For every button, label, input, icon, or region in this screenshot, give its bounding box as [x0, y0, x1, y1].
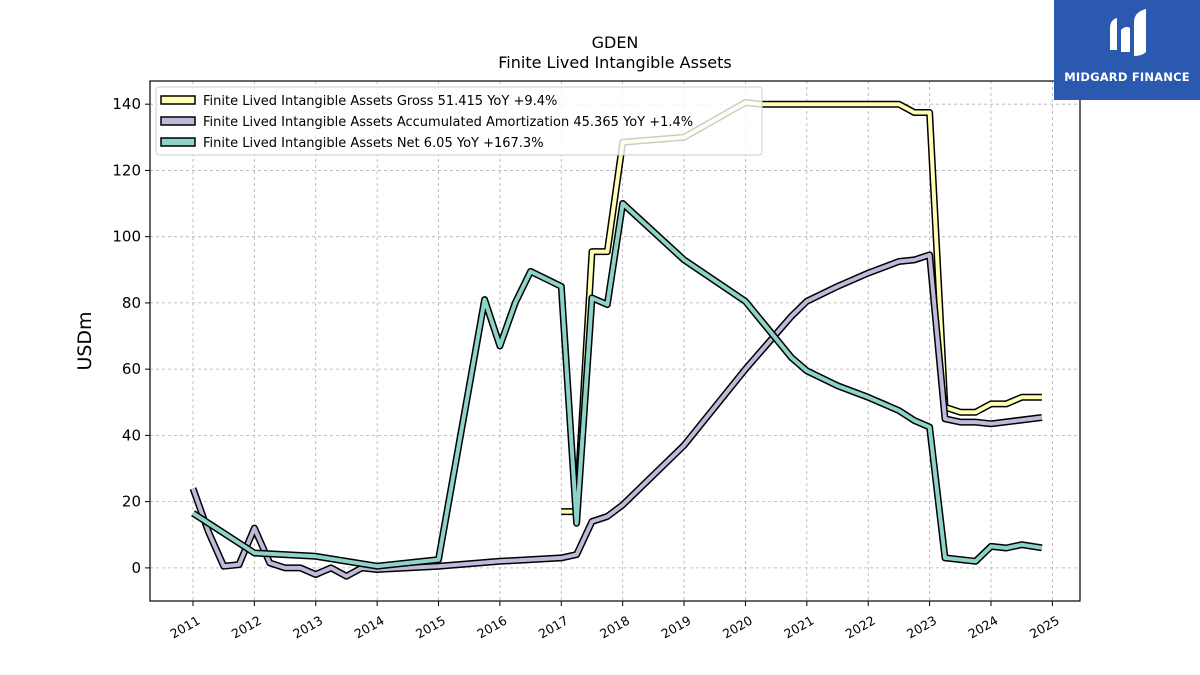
y-tick-label: 0 [131, 559, 141, 577]
y-tick-label: 120 [112, 161, 141, 179]
series-line [561, 100, 1042, 514]
x-tick-label: 2022 [843, 613, 878, 642]
x-tick-label: 2015 [413, 613, 448, 642]
y-axis-label: USDm [74, 311, 96, 370]
legend-swatch [160, 95, 196, 105]
series-line [191, 252, 1043, 579]
legend-label: Finite Lived Intangible Assets Gross 51.… [203, 94, 557, 109]
x-tick-label: 2014 [352, 613, 387, 642]
y-tick-label: 20 [122, 493, 141, 511]
x-tick-label: 2021 [781, 613, 816, 642]
chart-subtitle: Finite Lived Intangible Assets [498, 53, 731, 72]
legend-label: Finite Lived Intangible Assets Net 6.05 … [203, 136, 544, 151]
x-tick-label: 2011 [167, 613, 202, 642]
legend-label: Finite Lived Intangible Assets Accumulat… [203, 115, 693, 130]
y-tick-label: 140 [112, 95, 141, 113]
legend-swatch [160, 116, 196, 126]
x-tick-label: 2024 [965, 613, 1000, 642]
plot-frame [149, 80, 1081, 602]
x-tick-label: 2017 [536, 613, 571, 642]
x-tick-label: 2025 [1027, 613, 1062, 642]
y-tick-label: 60 [122, 360, 141, 378]
legend-box [155, 86, 763, 156]
x-tick-label: 2013 [290, 613, 325, 642]
y-tick-label: 100 [112, 228, 141, 246]
y-axis: 0 20 40 60 80 100 120 140 [112, 95, 150, 577]
chart-title: GDEN [592, 33, 639, 52]
series-group [189, 99, 1043, 580]
x-tick-label: 2016 [474, 613, 509, 642]
x-tick-label: 2012 [229, 613, 264, 642]
y-tick-label: 80 [122, 294, 141, 312]
legend: Finite Lived Intangible Assets Gross 51.… [155, 86, 763, 156]
y-tick-label: 40 [122, 426, 141, 444]
x-tick-label: 2019 [659, 613, 694, 642]
x-tick-label: 2023 [904, 613, 939, 642]
x-axis: 2011 2012 2013 2014 2015 2016 2017 2018 2019 2020… [167, 601, 1062, 642]
series-line [191, 201, 1043, 569]
midgard-m-icon [1110, 9, 1146, 56]
midgard-finance-logo: MIDGARD FINANCE [1054, 0, 1200, 100]
logo-text: MIDGARD FINANCE [1064, 70, 1190, 84]
x-tick-label: 2020 [720, 613, 755, 642]
legend-swatch [160, 137, 196, 147]
x-tick-label: 2018 [597, 613, 632, 642]
